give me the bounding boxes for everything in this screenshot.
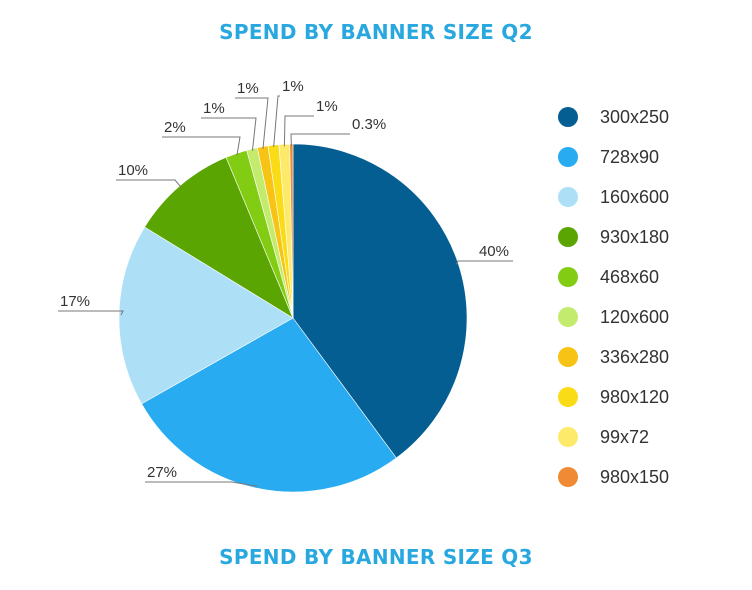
legend-item-160x600: 160x600	[558, 177, 748, 217]
legend-swatch	[558, 107, 578, 127]
legend-label: 99x72	[600, 426, 650, 447]
chart-title-q3: SPEND BY BANNER SIZE Q3	[219, 545, 533, 569]
pie-slice-300x250	[292, 143, 468, 459]
leader-line-120x600	[201, 117, 257, 151]
data-label-99x72: 1%	[316, 98, 338, 115]
data-label-980x150: 0.3%	[352, 116, 386, 133]
legend-swatch	[558, 467, 578, 487]
legend-label: 980x150	[600, 466, 670, 487]
data-label-980x120: 1%	[282, 78, 304, 95]
leader-line-728x90	[145, 481, 258, 487]
legend-swatch	[558, 347, 578, 367]
legend-item-728x90: 728x90	[558, 137, 748, 177]
legend-swatch	[558, 267, 578, 287]
data-label-120x600: 1%	[203, 100, 225, 117]
legend-item-468x60: 468x60	[558, 257, 748, 297]
data-label-300x250: 40%	[479, 243, 509, 260]
legend-label: 468x60	[600, 266, 660, 287]
leader-line-300x250	[455, 260, 513, 265]
legend-label: 980x120	[600, 386, 670, 407]
legend-item-980x120: 980x120	[558, 377, 748, 417]
leader-line-930x180	[116, 179, 182, 188]
legend-swatch	[558, 187, 578, 207]
legend-swatch	[558, 387, 578, 407]
legend-swatch	[558, 307, 578, 327]
legend-swatch	[558, 227, 578, 247]
leader-line-336x280	[235, 97, 269, 149]
legend-item-99x72: 99x72	[558, 417, 748, 457]
legend-swatch	[558, 427, 578, 447]
pie-slice-728x90	[141, 317, 397, 493]
data-label-468x60: 2%	[164, 119, 186, 136]
pie-slice-160x600	[118, 226, 294, 405]
leader-line-980x120	[273, 95, 280, 148]
chart-title-q2: SPEND BY BANNER SIZE Q2	[219, 20, 533, 44]
legend-label: 336x280	[600, 346, 670, 367]
legend-item-300x250: 300x250	[558, 97, 748, 137]
legend-item-980x150: 980x150	[558, 457, 748, 497]
legend-label: 728x90	[600, 146, 660, 167]
data-label-930x180: 10%	[118, 162, 148, 179]
legend-label: 160x600	[600, 186, 670, 207]
legend-label: 930x180	[600, 226, 670, 247]
data-label-728x90: 27%	[147, 464, 177, 481]
leader-line-468x60	[162, 136, 241, 156]
chart-legend: 300x250 728x90 160x600 930x180 468x60 120x600…	[558, 97, 748, 497]
legend-label: 300x250	[600, 106, 670, 127]
legend-label: 120x600	[600, 306, 670, 327]
legend-item-930x180: 930x180	[558, 217, 748, 257]
leader-line-980x150	[290, 133, 350, 147]
data-label-160x600: 17%	[60, 293, 90, 310]
leader-line-160x600	[58, 310, 124, 316]
data-label-336x280: 1%	[237, 80, 259, 97]
legend-item-336x280: 336x280	[558, 337, 748, 377]
legend-item-120x600: 120x600	[558, 297, 748, 337]
leader-line-99x72	[283, 115, 314, 147]
legend-swatch	[558, 147, 578, 167]
